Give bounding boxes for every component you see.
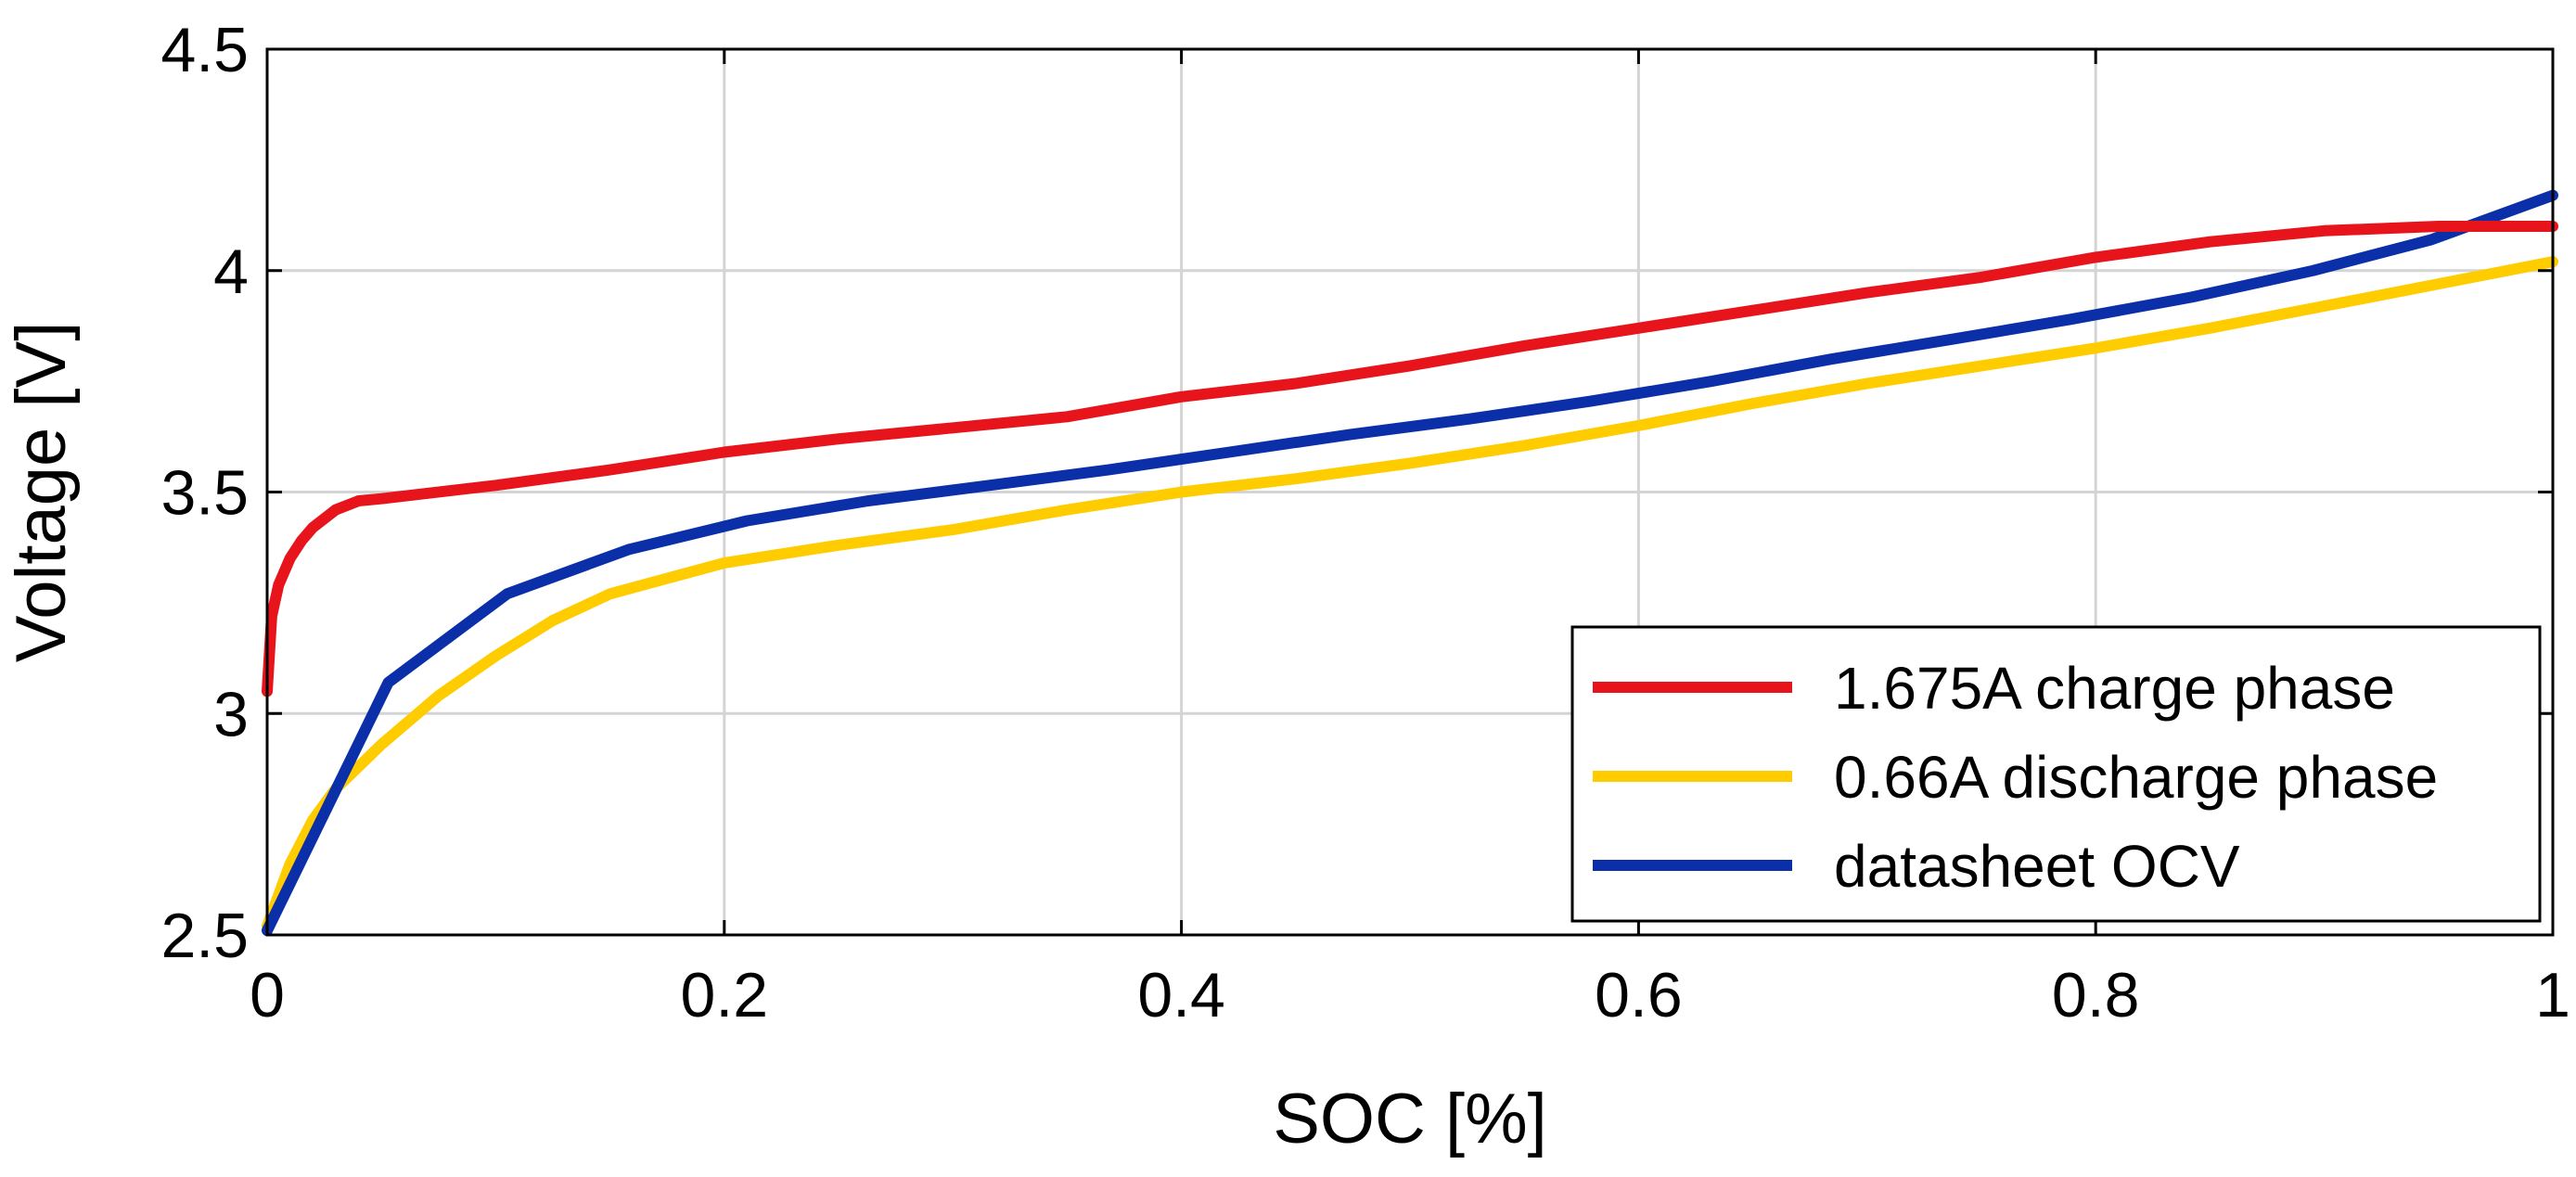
x-tick-label: 0.6	[1595, 960, 1683, 1030]
y-tick-label: 4.5	[160, 15, 249, 85]
x-tick-label: 0.2	[681, 960, 769, 1030]
x-tick-label: 0.8	[2052, 960, 2140, 1030]
y-tick-label: 4	[213, 237, 249, 307]
legend-label: 0.66A discharge phase	[1834, 744, 2438, 811]
legend-items: 1.675A charge phase 0.66A discharge phase…	[1593, 655, 2438, 900]
y-axis-title: Voltage [V]	[2, 322, 81, 663]
x-axis-title: SOC [%]	[1273, 1080, 1547, 1158]
x-tick-label: 1	[2535, 960, 2570, 1030]
series-line-2	[262, 189, 2558, 937]
legend-label: datasheet OCV	[1834, 833, 2240, 900]
x-tick-label: 0.4	[1137, 960, 1225, 1030]
axis-ticks: 0 0.2 0.4 0.6 0.8 1 2.5 3 3.5 4 4.5	[160, 15, 2570, 1030]
series-layer	[262, 189, 2558, 937]
x-tick-label: 0	[250, 960, 285, 1030]
series-line-0	[262, 221, 2558, 697]
legend-label: 1.675A charge phase	[1834, 655, 2395, 722]
y-tick-label: 3.5	[160, 458, 249, 529]
y-tick-label: 3	[213, 679, 249, 749]
legend: 1.675A charge phase 0.66A discharge phase…	[1570, 625, 2542, 923]
y-tick-label: 2.5	[160, 901, 249, 971]
series-line-1	[262, 256, 2558, 932]
